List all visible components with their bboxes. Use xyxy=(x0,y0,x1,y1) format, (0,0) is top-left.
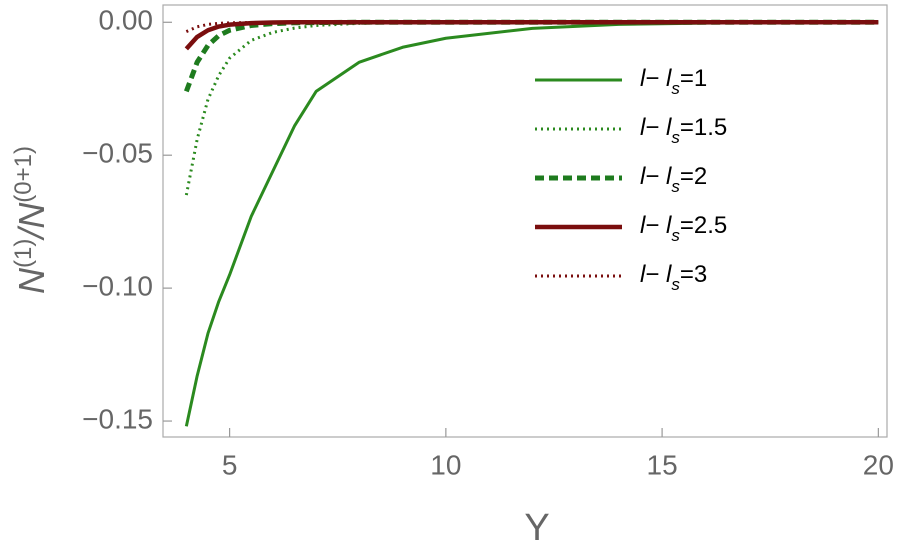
plot-frame xyxy=(162,4,888,438)
y-tick-label: −0.10 xyxy=(82,271,153,302)
y-label-part: (0+1) xyxy=(10,146,37,203)
x-tick-label: 10 xyxy=(430,449,461,480)
legend-label: l− ls=2.5 xyxy=(640,212,727,245)
series-line xyxy=(184,20,879,427)
x-axis-label: Y xyxy=(524,507,549,549)
y-tick-label: 0.00 xyxy=(99,5,154,36)
y-label-part: /N xyxy=(11,202,52,242)
y-axis-label: N(1)/N(0+1) xyxy=(10,146,53,294)
x-tick-label: 20 xyxy=(863,449,894,480)
series-line xyxy=(184,20,879,51)
legend-label: l− ls=1 xyxy=(640,65,707,98)
series-line xyxy=(184,20,879,196)
x-tick-label: 5 xyxy=(222,449,238,480)
y-tick-label: −0.05 xyxy=(82,138,153,169)
y-label-part: N xyxy=(11,267,52,294)
series-line xyxy=(185,20,879,33)
y-label-part: (1) xyxy=(10,239,37,268)
y-tick-label: −0.15 xyxy=(82,403,153,434)
series-line xyxy=(184,19,879,93)
legend-label: l− ls=3 xyxy=(640,261,707,294)
legend-label: l− ls=1.5 xyxy=(640,114,727,147)
legend-label: l− ls=2 xyxy=(640,163,707,196)
x-tick-label: 15 xyxy=(647,449,678,480)
